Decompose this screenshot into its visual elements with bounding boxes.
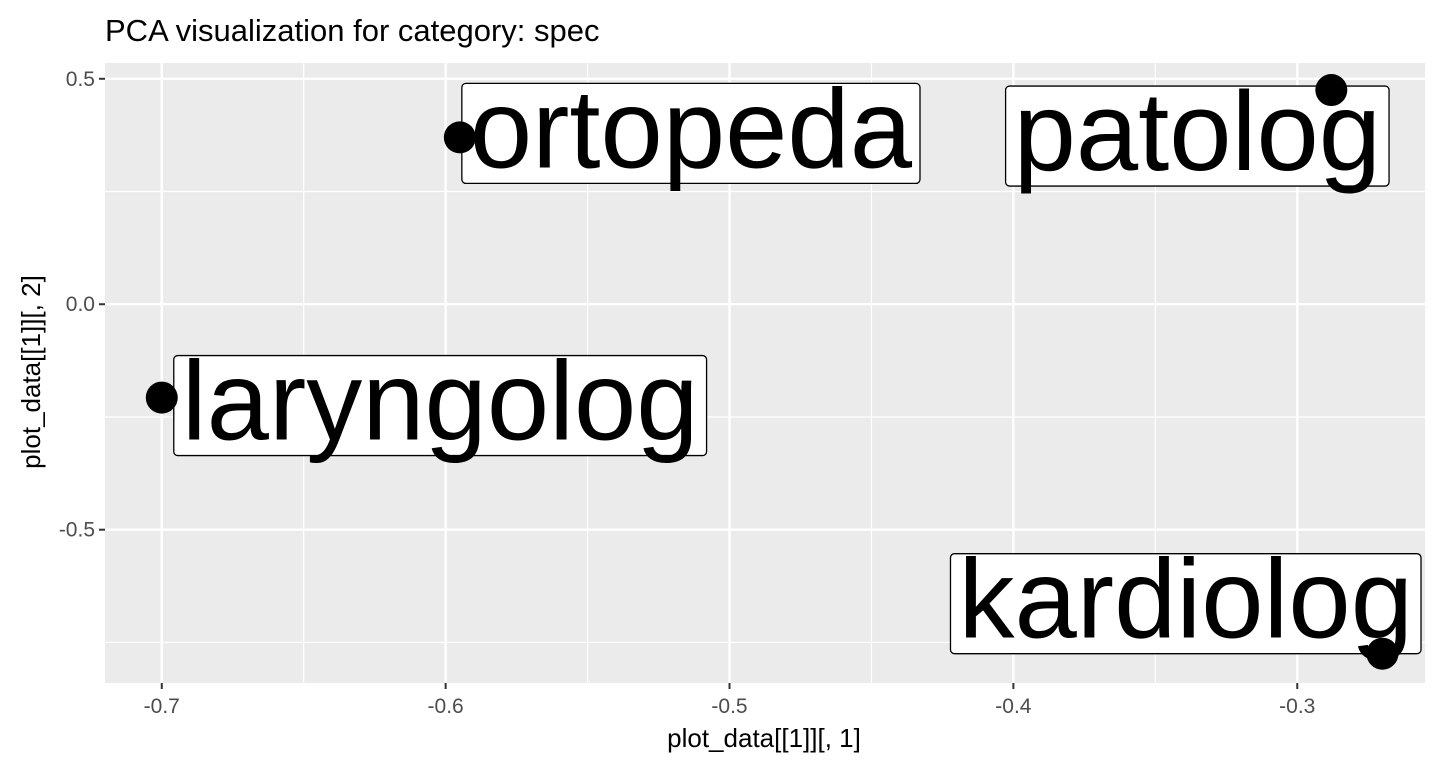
data-point bbox=[443, 121, 476, 154]
x-tick-label: -0.6 bbox=[428, 695, 464, 718]
data-point-group: laryngolog bbox=[145, 339, 708, 464]
y-tick-label: 0.0 bbox=[66, 293, 95, 316]
y-axis-ticks: 0.5 0.0 -0.5 bbox=[59, 68, 105, 542]
point-label-box bbox=[949, 553, 1422, 655]
point-label: kardiolog bbox=[958, 537, 1413, 662]
data-point bbox=[1315, 74, 1348, 107]
data-point bbox=[1366, 637, 1399, 670]
x-tick-label: -0.3 bbox=[1279, 695, 1315, 718]
chart-title: PCA visualization for category: spec bbox=[105, 13, 600, 48]
data-points: ortopeda patolog laryngolog kardiolog bbox=[145, 66, 1422, 670]
y-axis-title: plot_data[[1]][, 2] bbox=[16, 275, 46, 469]
point-label-box bbox=[1004, 85, 1390, 187]
data-point-group: ortopeda bbox=[443, 66, 921, 191]
y-tick-label: 0.5 bbox=[66, 68, 95, 91]
data-point-group: kardiolog bbox=[949, 537, 1422, 670]
x-axis-ticks: -0.7 -0.6 -0.5 -0.4 -0.3 bbox=[144, 683, 1315, 718]
x-tick-label: -0.4 bbox=[995, 695, 1032, 718]
data-point bbox=[145, 381, 178, 414]
y-tick-label: -0.5 bbox=[59, 519, 95, 542]
point-label: laryngolog bbox=[182, 339, 699, 464]
data-point-group: patolog bbox=[1004, 69, 1390, 194]
x-tick-label: -0.7 bbox=[144, 695, 180, 718]
x-tick-label: -0.5 bbox=[711, 695, 747, 718]
point-label: ortopeda bbox=[470, 66, 913, 191]
x-axis-title: plot_data[[1]][, 1] bbox=[667, 723, 861, 753]
